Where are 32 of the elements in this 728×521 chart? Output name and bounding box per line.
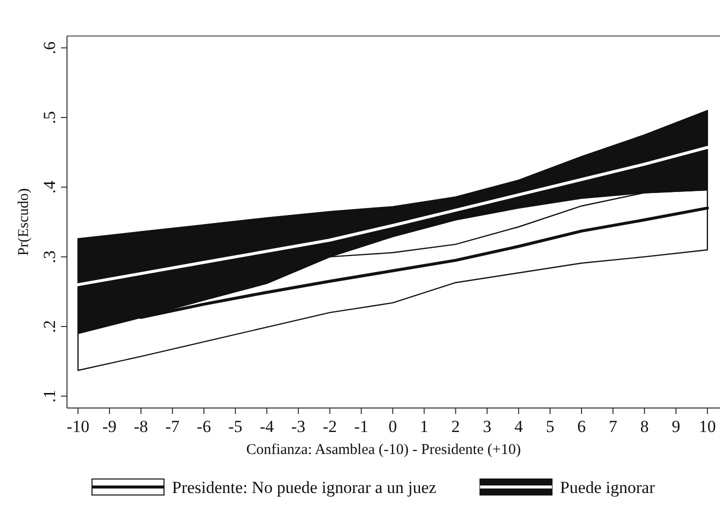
x-tick-label: -5 [228, 417, 242, 436]
y-tick-label: .4 [40, 180, 59, 194]
x-tick-label: -2 [322, 417, 337, 436]
y-tick-label: .2 [40, 320, 59, 333]
x-tick-label: -8 [134, 417, 148, 436]
x-tick-label: -6 [196, 417, 211, 436]
y-tick-label: .3 [40, 250, 59, 264]
x-tick-label: -7 [165, 417, 180, 436]
x-tick-label: 0 [388, 417, 397, 436]
y-tick-label: .6 [40, 41, 59, 54]
line-series [76, 146, 709, 286]
legend-label: Puede ignorar [560, 478, 656, 497]
x-tick-label: -3 [291, 417, 306, 436]
x-tick-label: -10 [66, 417, 90, 436]
x-tick-label: 3 [482, 417, 492, 436]
legend-label: Presidente: No puede ignorar a un juez [172, 478, 437, 497]
x-axis-title: Confianza: Asamblea (-10) - Presidente (+10) [246, 442, 521, 458]
x-tick-label: 7 [608, 417, 618, 436]
x-tick-label: 6 [577, 417, 586, 436]
x-tick-label: -1 [354, 417, 368, 436]
x-tick-label: 8 [640, 417, 649, 436]
y-axis-title: Pr(Escudo) [16, 188, 32, 256]
x-tick-label: 2 [451, 417, 460, 436]
x-tick-label: -4 [260, 417, 274, 436]
y-tick-label: .5 [40, 111, 59, 124]
x-tick-label: 4 [514, 417, 524, 436]
x-tick-label: 5 [546, 417, 554, 436]
x-tick-label: 9 [672, 417, 680, 436]
x-tick-label: -9 [102, 417, 117, 436]
x-tick-label: 1 [420, 417, 428, 436]
y-tick-label: .1 [40, 390, 59, 403]
x-tick-label: 10 [698, 417, 716, 436]
